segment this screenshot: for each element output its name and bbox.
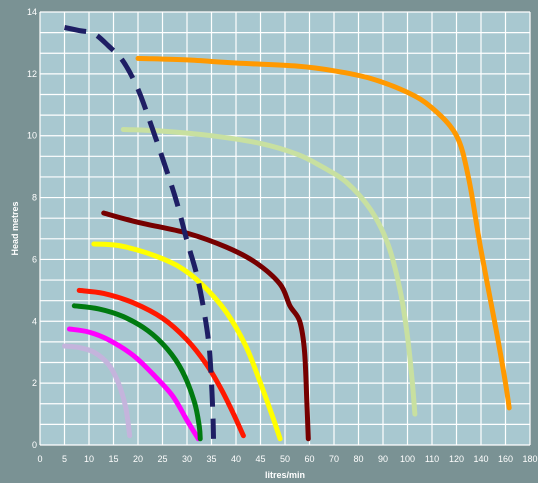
performance-curve-2 <box>66 326 201 442</box>
performance-curves <box>62 25 512 442</box>
x-tick-label: 50 <box>280 454 290 464</box>
gridlines <box>39 11 531 446</box>
y-tick-label: 2 <box>32 378 37 388</box>
x-tick-label: 80 <box>353 454 363 464</box>
x-tick-label: 0 <box>37 454 42 464</box>
x-tick-label: 5 <box>62 454 67 464</box>
performance-curve-7 <box>120 127 418 417</box>
x-tick-label: 100 <box>400 454 415 464</box>
y-tick-label: 6 <box>32 254 37 264</box>
y-tick-label: 12 <box>27 69 37 79</box>
x-tick-label: 110 <box>425 454 439 464</box>
performance-curve-6 <box>101 210 311 442</box>
x-tick-label: 10 <box>84 454 94 464</box>
x-tick-label: 70 <box>329 454 339 464</box>
performance-curve-5 <box>91 241 283 442</box>
y-tick-label: 10 <box>27 131 37 141</box>
x-tick-label: 30 <box>182 454 192 464</box>
x-tick-label: 160 <box>498 454 513 464</box>
x-tick-label: 60 <box>304 454 314 464</box>
y-axis-title: Head metres <box>10 201 20 255</box>
y-tick-label: 8 <box>32 193 37 203</box>
x-tick-label: 140 <box>473 454 488 464</box>
x-tick-label: 15 <box>108 454 118 464</box>
x-tick-label: 180 <box>522 454 537 464</box>
x-tick-label: 20 <box>133 454 143 464</box>
performance-curve-4 <box>76 287 246 439</box>
x-tick-label: 90 <box>378 454 388 464</box>
x-tick-label: 35 <box>206 454 216 464</box>
x-axis-title: litres/min <box>265 470 305 480</box>
performance-curve-3 <box>71 303 203 442</box>
performance-curve-1 <box>62 343 133 439</box>
x-tick-label: 120 <box>449 454 464 464</box>
x-axis-ticks: 0 5 10 15 20 25 30 35 40 45 50 60 70 80 90 100 110 120 140… <box>37 454 537 464</box>
x-tick-label: 45 <box>255 454 265 464</box>
performance-curve-8 <box>135 55 512 411</box>
performance-curve-9 <box>64 25 216 439</box>
x-tick-label: 25 <box>157 454 167 464</box>
y-tick-label: 14 <box>27 7 37 17</box>
x-tick-label: 40 <box>231 454 241 464</box>
y-tick-label: 4 <box>32 316 37 326</box>
y-axis-ticks: 0 2 4 6 8 10 12 14 <box>27 7 37 450</box>
y-tick-label: 0 <box>32 440 37 450</box>
